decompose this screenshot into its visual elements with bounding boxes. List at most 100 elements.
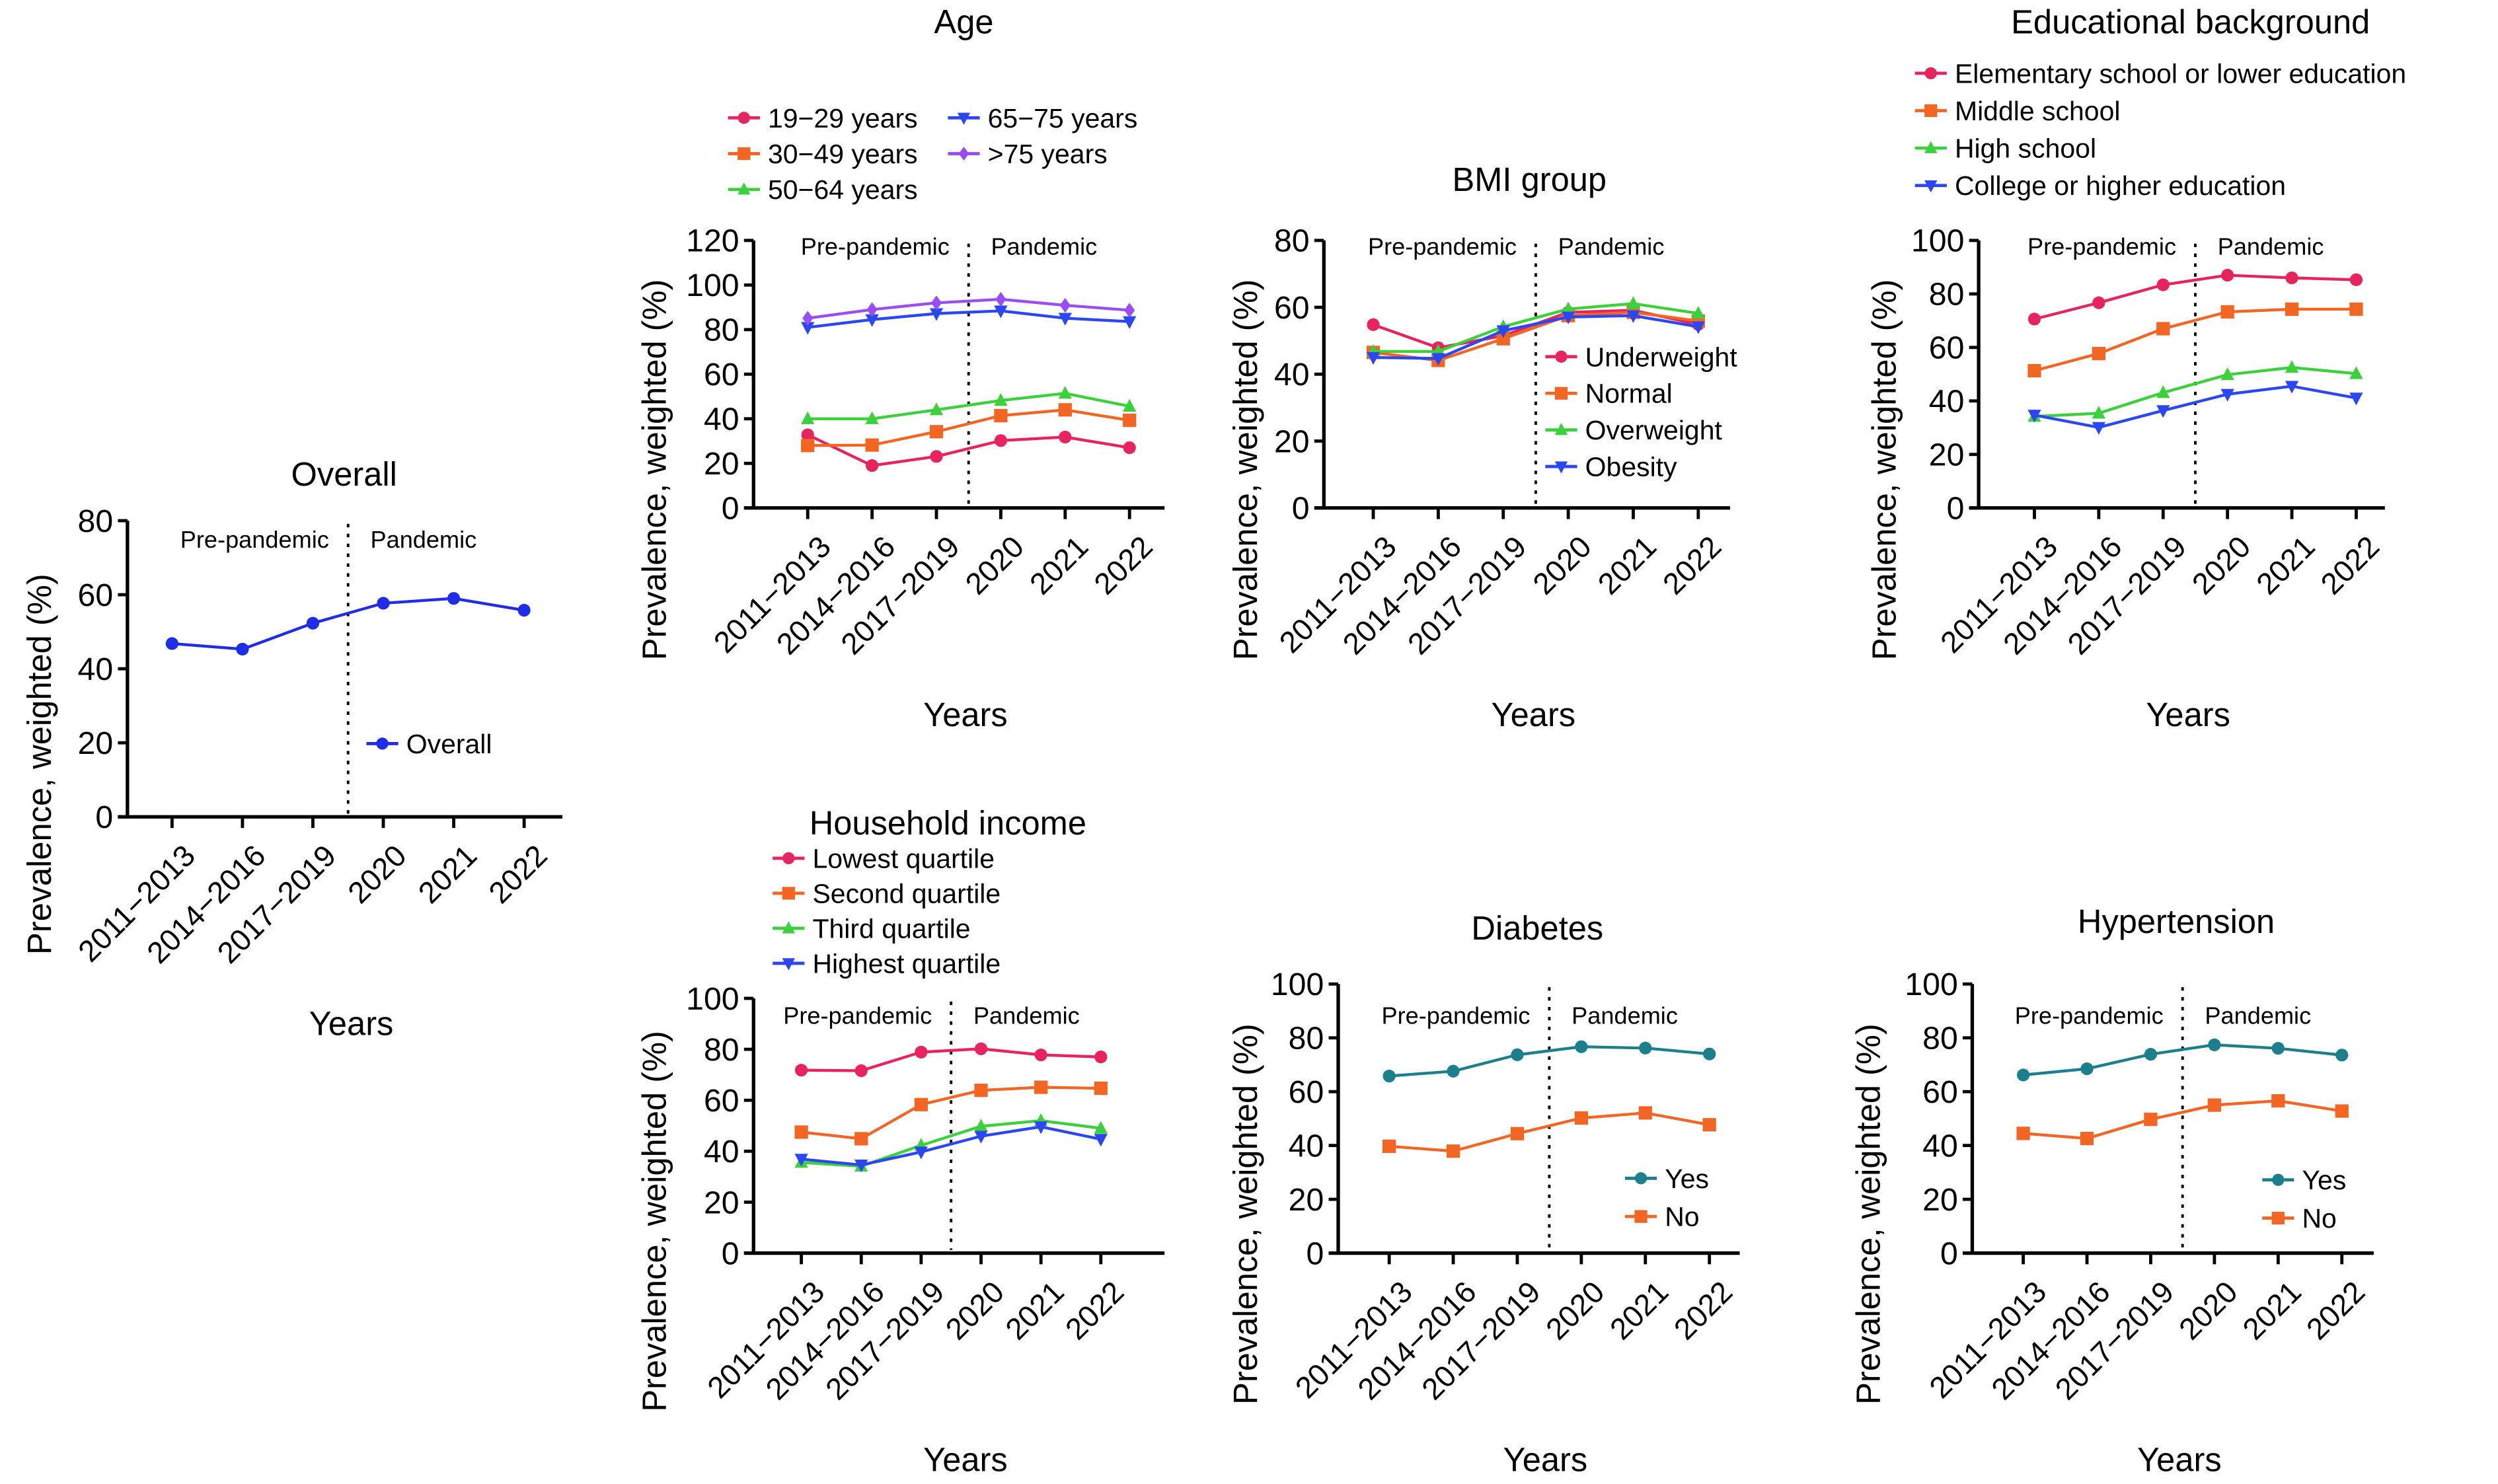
panel-overall: Overall0204060802011−20132014−20162017−2… xyxy=(20,455,562,1042)
data-point xyxy=(974,1084,988,1097)
x-axis-title: Years xyxy=(2146,696,2230,733)
y-tick-label: 40 xyxy=(78,651,114,687)
y-tick-label: 80 xyxy=(1289,1021,1324,1057)
data-point xyxy=(2156,405,2170,418)
data-point xyxy=(2335,1104,2349,1118)
data-point xyxy=(1561,311,1575,324)
legend: Overall xyxy=(366,729,492,759)
data-point xyxy=(914,1097,928,1111)
data-point xyxy=(794,1064,808,1077)
x-tick-label: 2020 xyxy=(2173,1275,2244,1346)
legend: Elementary school or lower education Midd… xyxy=(1914,58,2406,201)
legend-label: Elementary school or lower education xyxy=(1955,58,2406,89)
y-tick-label: 40 xyxy=(1289,1129,1324,1164)
data-point xyxy=(2220,305,2234,319)
pre-pandemic-label: Pre-pandemic xyxy=(1368,233,1517,260)
legend-marker xyxy=(738,112,750,124)
data-point xyxy=(1366,352,1381,365)
y-tick-label: 100 xyxy=(1911,223,1964,259)
legend-marker xyxy=(1634,1172,1647,1185)
series-line xyxy=(801,1086,1101,1140)
x-tick-label: 2022 xyxy=(1667,1275,1739,1346)
data-point xyxy=(801,411,815,424)
pre-pandemic-label: Pre-pandemic xyxy=(180,526,329,553)
legend-label: Second quartile xyxy=(812,878,1001,909)
data-point xyxy=(2221,268,2234,282)
panel-title: Overall xyxy=(291,455,397,493)
y-tick-label: 60 xyxy=(78,577,114,613)
legend-item: Second quartile xyxy=(773,878,1001,909)
legend: Underweight Normal Overweight Obesity xyxy=(1545,342,1737,482)
y-tick-label: 0 xyxy=(1947,491,1965,527)
series-line xyxy=(807,309,1130,329)
data-point xyxy=(1510,1127,1525,1140)
data-point xyxy=(1561,301,1575,315)
y-tick-label: 60 xyxy=(704,357,739,392)
data-point xyxy=(306,616,320,630)
data-point xyxy=(2080,1062,2094,1076)
y-tick-label: 60 xyxy=(1289,1074,1324,1110)
legend-marker xyxy=(1634,1210,1647,1223)
data-point xyxy=(995,291,1006,307)
data-point xyxy=(866,302,878,317)
legend-label: 65−75 years xyxy=(988,103,1138,133)
series-obesity xyxy=(1366,310,1705,366)
x-axis-title: Years xyxy=(309,1004,394,1042)
pandemic-label: Pandemic xyxy=(1571,1002,1678,1029)
legend-marker xyxy=(1554,423,1568,435)
legend-label: 30−49 years xyxy=(768,139,918,169)
legend-label: Underweight xyxy=(1585,342,1738,372)
data-point xyxy=(930,450,943,463)
x-axis-title: Years xyxy=(923,1441,1008,1479)
x-axis-title: Years xyxy=(2137,1441,2222,1479)
x-tick-label: 2020 xyxy=(959,530,1030,601)
series-no xyxy=(1382,1106,1716,1158)
data-point xyxy=(1367,318,1380,332)
legend-marker xyxy=(738,182,751,195)
x-tick-label: 2021 xyxy=(412,838,483,910)
series-lowest-quartile xyxy=(794,1042,1108,1078)
series-line xyxy=(172,597,525,651)
y-tick-label: 60 xyxy=(1274,290,1310,326)
y-tick-label: 100 xyxy=(686,981,739,1017)
legend-label: No xyxy=(1665,1202,1699,1232)
x-tick-label: 2021 xyxy=(2250,530,2322,601)
series-line xyxy=(801,1125,1102,1167)
legend-marker xyxy=(782,921,795,934)
pre-pandemic-label: Pre-pandemic xyxy=(2027,233,2176,260)
y-tick-label: 60 xyxy=(1922,1074,1958,1110)
data-point xyxy=(2092,347,2105,361)
data-point xyxy=(2349,366,2363,379)
y-axis-title: Prevalence, weighted (%) xyxy=(636,1031,673,1412)
data-point xyxy=(929,402,944,416)
y-tick-label: 120 xyxy=(686,223,739,259)
legend-item: No xyxy=(1624,1202,1700,1232)
y-tick-label: 20 xyxy=(1929,437,1965,473)
y-tick-label: 80 xyxy=(1274,223,1310,259)
series--75-years xyxy=(802,291,1135,326)
legend: Yes No xyxy=(2262,1165,2346,1234)
data-point xyxy=(2220,389,2234,402)
x-axis-title: Years xyxy=(1503,1441,1588,1479)
data-point xyxy=(929,425,944,439)
legend-marker xyxy=(782,958,795,971)
y-axis-title: Prevalence, weighted (%) xyxy=(1227,279,1264,661)
data-point xyxy=(854,1160,868,1173)
legend-label: 50−64 years xyxy=(768,174,918,205)
data-point xyxy=(1034,1121,1048,1134)
legend-item: College or higher education xyxy=(1914,170,2286,201)
data-point xyxy=(1123,316,1137,329)
data-point xyxy=(1639,1041,1652,1055)
data-point xyxy=(2156,385,2170,398)
series-high-school xyxy=(2027,360,2363,422)
legend-marker xyxy=(738,147,751,161)
panel-title: Hypertension xyxy=(2078,903,2275,940)
data-point xyxy=(994,305,1008,318)
y-tick-label: 40 xyxy=(1929,384,1965,420)
data-point xyxy=(1058,313,1072,326)
data-point xyxy=(1094,1081,1108,1095)
data-point xyxy=(2271,1094,2285,1108)
legend-label: >75 years xyxy=(988,139,1108,169)
legend-item: Obesity xyxy=(1545,452,1677,482)
y-tick-label: 60 xyxy=(704,1083,739,1119)
